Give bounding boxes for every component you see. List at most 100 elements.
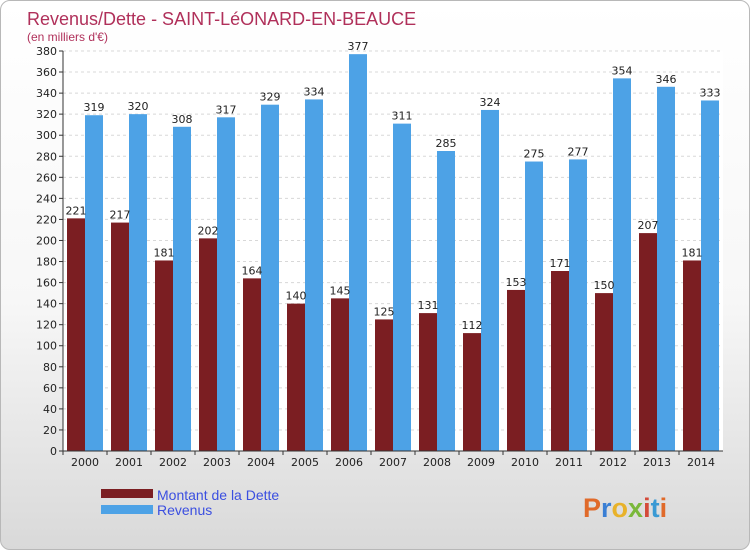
data-label-dette: 153 bbox=[506, 276, 527, 289]
y-tick-label: 160 bbox=[36, 277, 57, 290]
data-label-dette: 140 bbox=[286, 290, 307, 303]
bar-revenus bbox=[349, 54, 367, 451]
data-label-dette: 145 bbox=[330, 284, 351, 297]
data-label-dette: 202 bbox=[198, 224, 219, 237]
bar-dette bbox=[67, 218, 85, 451]
data-label-dette: 150 bbox=[594, 279, 615, 292]
bar-dette bbox=[199, 238, 217, 451]
y-tick-label: 200 bbox=[36, 234, 57, 247]
x-tick-label: 2004 bbox=[247, 456, 275, 469]
bar-dette bbox=[419, 313, 437, 451]
data-label-dette: 207 bbox=[638, 219, 659, 232]
bar-revenus bbox=[481, 109, 499, 452]
y-tick-label: 100 bbox=[36, 340, 57, 353]
legend-label-dette: Montant de la Dette bbox=[157, 487, 279, 503]
x-tick-label: 2000 bbox=[71, 456, 99, 469]
x-tick-label: 2003 bbox=[203, 456, 231, 469]
y-tick-label: 80 bbox=[43, 361, 57, 374]
data-label-revenus: 319 bbox=[84, 101, 105, 114]
y-tick-label: 120 bbox=[36, 319, 57, 332]
proxiti-logo: Proxiti bbox=[583, 493, 667, 523]
data-labels: 221 319 217 320 181 308 202 317 164 329 140 334 145 3… bbox=[66, 40, 721, 332]
y-tick-label: 280 bbox=[36, 150, 57, 163]
logo-letter: t bbox=[651, 493, 660, 523]
y-tick-label: 360 bbox=[36, 66, 57, 79]
x-tick-label: 2001 bbox=[115, 456, 143, 469]
x-tick-label: 2013 bbox=[643, 456, 671, 469]
y-tick-label: 180 bbox=[36, 256, 57, 269]
legend-swatch-revenus bbox=[101, 505, 153, 514]
bar-dette bbox=[111, 222, 129, 451]
y-tick-label: 220 bbox=[36, 213, 57, 226]
bar-revenus bbox=[613, 78, 631, 452]
x-tick-label: 2009 bbox=[467, 456, 495, 469]
logo-letter: i bbox=[660, 493, 668, 523]
bar-dette bbox=[551, 271, 569, 451]
data-label-revenus: 311 bbox=[392, 110, 413, 123]
y-tick-label: 260 bbox=[36, 171, 57, 184]
bar-dette bbox=[463, 333, 481, 451]
y-tick-label: 20 bbox=[43, 424, 57, 437]
bar-revenus bbox=[701, 100, 719, 451]
data-label-revenus: 317 bbox=[216, 103, 237, 116]
data-label-dette: 217 bbox=[110, 209, 131, 222]
bar-revenus bbox=[129, 114, 147, 451]
legend-swatch-dette bbox=[101, 489, 153, 498]
data-label-dette: 221 bbox=[66, 204, 87, 217]
data-label-revenus: 275 bbox=[524, 148, 545, 161]
bar-dette bbox=[375, 319, 393, 451]
chart-title: Revenus/Dette - SAINT-LéONARD-EN-BEAUCE bbox=[27, 9, 416, 29]
data-label-revenus: 324 bbox=[480, 96, 501, 109]
x-tick-label: 2008 bbox=[423, 456, 451, 469]
x-tick-label: 2007 bbox=[379, 456, 407, 469]
bar-dette bbox=[155, 260, 173, 451]
y-tick-label: 140 bbox=[36, 298, 57, 311]
data-label-revenus: 329 bbox=[260, 91, 281, 104]
bar-dette bbox=[507, 289, 525, 451]
y-tick-label: 40 bbox=[43, 403, 57, 416]
axes: 0 20 40 60 80 100 120 140 160 180 200 220 240 260 280 3… bbox=[36, 45, 723, 469]
bar-revenus bbox=[569, 159, 587, 451]
x-tick-label: 2002 bbox=[159, 456, 187, 469]
data-label-revenus: 354 bbox=[612, 64, 633, 77]
y-tick-label: 380 bbox=[36, 45, 57, 58]
y-tick-label: 320 bbox=[36, 108, 57, 121]
y-tick-label: 60 bbox=[43, 382, 57, 395]
y-tick-label: 240 bbox=[36, 192, 57, 205]
data-label-revenus: 346 bbox=[656, 73, 677, 86]
bar-dette bbox=[243, 278, 261, 451]
bar-revenus bbox=[305, 99, 323, 451]
data-label-dette: 181 bbox=[682, 246, 703, 259]
logo-letter: r bbox=[601, 493, 612, 523]
data-label-revenus: 320 bbox=[128, 100, 149, 113]
bars bbox=[67, 54, 719, 452]
data-label-revenus: 333 bbox=[700, 86, 721, 99]
logo-letter: o bbox=[612, 493, 629, 523]
y-tick-label: 300 bbox=[36, 129, 57, 142]
x-tick-label: 2005 bbox=[291, 456, 319, 469]
bar-revenus bbox=[393, 123, 411, 451]
data-label-revenus: 308 bbox=[172, 113, 193, 126]
data-label-dette: 131 bbox=[418, 299, 439, 312]
chart-subtitle: (en milliers d'€) bbox=[27, 30, 108, 44]
data-label-dette: 171 bbox=[550, 257, 571, 270]
x-tick-label: 2006 bbox=[335, 456, 363, 469]
x-tick-label: 2012 bbox=[599, 456, 627, 469]
bar-revenus bbox=[173, 126, 191, 451]
bar-dette bbox=[595, 293, 613, 451]
data-label-revenus: 285 bbox=[436, 137, 457, 150]
bar-dette bbox=[683, 260, 701, 451]
y-tick-label: 340 bbox=[36, 87, 57, 100]
logo-letter: P bbox=[583, 493, 601, 523]
data-label-dette: 112 bbox=[462, 319, 483, 332]
data-label-dette: 181 bbox=[154, 246, 175, 259]
legend-label-revenus: Revenus bbox=[157, 502, 212, 518]
bar-revenus bbox=[437, 151, 455, 451]
bar-revenus bbox=[657, 86, 675, 451]
bar-revenus bbox=[525, 161, 543, 452]
bar-revenus bbox=[217, 117, 235, 451]
x-tick-label: 2014 bbox=[687, 456, 715, 469]
bar-dette bbox=[331, 298, 349, 451]
